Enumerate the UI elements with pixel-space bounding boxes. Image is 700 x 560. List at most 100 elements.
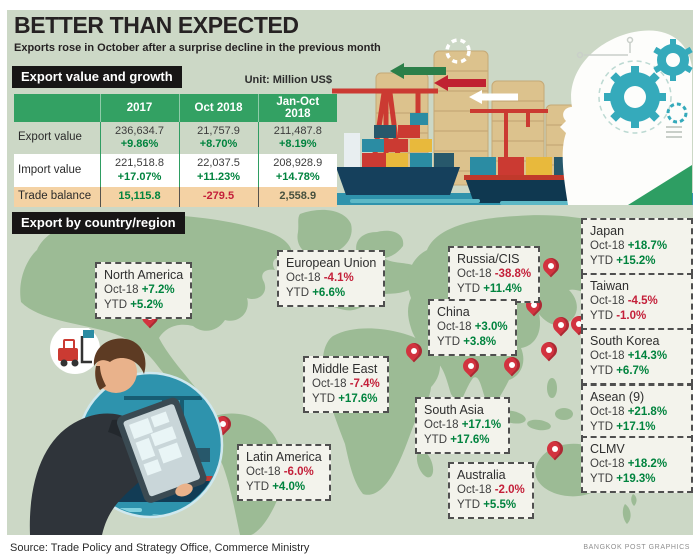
- ytd-value: +17.6%: [450, 434, 490, 447]
- region-name: Russia/CIS: [457, 252, 520, 266]
- region-name: Asean (9): [590, 390, 645, 404]
- dashed-orbit: [598, 60, 672, 134]
- oct-value: +3.0%: [474, 321, 508, 334]
- export-table: 2017 Oct 2018 Jan-Oct 2018 Export value …: [14, 94, 337, 207]
- page-title: BETTER THAN EXPECTED: [14, 12, 299, 38]
- page-subtitle: Exports rose in October after a surprise…: [14, 42, 381, 54]
- island-newguinea: [555, 408, 573, 420]
- credit-text: BANGKOK POST GRAPHICS: [583, 544, 690, 551]
- ytd-value: +6.6%: [312, 287, 346, 300]
- oct-value: -4.1%: [323, 272, 354, 285]
- oct-value: -4.5%: [627, 295, 658, 308]
- table-row-import-value: Import value 221,518.8 +17.07% 22,037.5 +1…: [14, 154, 337, 187]
- oct-label: Oct-18: [437, 321, 472, 334]
- circuit-lines: [576, 36, 682, 138]
- cell-growth: +11.23%: [196, 170, 241, 183]
- region-callout-australia: Australia Oct-18 -2.0% YTD +5.5%: [448, 462, 534, 520]
- region-name: Middle East: [312, 362, 378, 376]
- arrow-left-white-icon: [469, 90, 518, 104]
- region-name: South Asia: [424, 403, 484, 417]
- cargo-ship-left-icon: [336, 125, 460, 195]
- oct-label: Oct-18: [590, 458, 625, 471]
- ytd-value: +5.2%: [130, 299, 164, 312]
- region-name: Australia: [457, 468, 506, 482]
- region-callout-china: China Oct-18 +3.0% YTD +3.8%: [428, 299, 517, 357]
- col-header-jan-oct-2018: Jan-Oct 2018: [257, 94, 337, 122]
- oct-value: -2.0%: [494, 484, 525, 497]
- region-name: Taiwan: [590, 279, 629, 293]
- ytd-value: +5.5%: [483, 499, 517, 512]
- arrow-left-red-icon: [434, 75, 486, 91]
- island-java: [527, 419, 551, 431]
- ytd-value: +11.4%: [483, 283, 522, 296]
- ytd-value: +6.7%: [616, 365, 650, 378]
- ytd-label: YTD: [590, 421, 613, 434]
- continent-greenland: [297, 209, 352, 257]
- head-silhouette-icon: [560, 30, 693, 205]
- gear-icon-small: [653, 39, 693, 81]
- region-callout-north-america: North America Oct-18 +7.2% YTD +5.2%: [95, 262, 193, 320]
- region-callout-middle-east: Middle East Oct-18 -7.4% YTD +17.6%: [303, 356, 389, 414]
- oct-value: -6.0%: [283, 466, 314, 479]
- island-madagascar: [416, 450, 434, 478]
- unit-label: Unit: Million US$: [244, 74, 332, 86]
- ytd-label: YTD: [312, 393, 335, 406]
- oct-label: Oct-18: [590, 295, 625, 308]
- hand: [175, 483, 193, 497]
- ytd-value: +17.6%: [338, 393, 378, 406]
- ytd-label: YTD: [590, 310, 613, 323]
- ytd-label: YTD: [437, 336, 460, 349]
- businessman-illustration: [29, 328, 224, 535]
- oct-value: +18.7%: [627, 240, 668, 253]
- gear-icon-large: [604, 66, 666, 128]
- oct-value: +14.3%: [627, 350, 668, 363]
- crane-container: [410, 113, 428, 125]
- gear-outline-white-icon: [445, 38, 471, 64]
- table-row-trade-balance: Trade balance 15,115.8 -279.5 2,558.9: [14, 186, 337, 207]
- region-name: South Korea: [590, 334, 660, 348]
- region-name: European Union: [286, 256, 377, 270]
- ytd-label: YTD: [286, 287, 309, 300]
- header: BETTER THAN EXPECTED Exports rose in Oct…: [14, 12, 381, 54]
- cell-value: 21,757.9: [197, 125, 240, 137]
- forklift-icon: [58, 330, 94, 367]
- row-label: Trade balance: [18, 189, 92, 202]
- ytd-value: +19.3%: [616, 473, 656, 486]
- region-callout-south-korea: South Korea Oct-18 +14.3% YTD +6.7%: [581, 328, 693, 386]
- oct-label: Oct-18: [590, 350, 625, 363]
- sideburn: [95, 366, 106, 390]
- arrow-left-green-icon: [390, 63, 446, 79]
- oct-label: Oct-18: [457, 484, 492, 497]
- row-label: Import value: [18, 163, 82, 176]
- cell-growth: +14.78%: [275, 170, 320, 183]
- cell-growth: +8.70%: [199, 138, 238, 151]
- ytd-value: +15.2%: [616, 255, 656, 268]
- oct-value: +7.2%: [141, 284, 175, 297]
- ytd-value: -1.0%: [616, 310, 647, 323]
- infographic-canvas: BETTER THAN EXPECTED Exports rose in Oct…: [7, 10, 693, 535]
- ytd-value: +4.0%: [272, 481, 306, 494]
- region-callout-asean: Asean (9) Oct-18 +21.8% YTD +17.1%: [581, 384, 693, 442]
- ytd-label: YTD: [590, 365, 613, 378]
- section-label-map: Export by country/region: [12, 212, 185, 234]
- region-callout-taiwan: Taiwan Oct-18 -4.5% YTD -1.0%: [581, 273, 693, 331]
- cell-value: 221,518.8: [115, 157, 164, 170]
- region-name: North America: [104, 268, 184, 282]
- region-callout-south-asia: South Asia Oct-18 +17.1% YTD +17.6%: [415, 397, 511, 455]
- ytd-label: YTD: [590, 255, 613, 268]
- table-row-export-value: Export value 236,634.7 +9.86% 21,757.9 +8.…: [14, 122, 337, 155]
- oct-label: Oct-18: [424, 419, 459, 432]
- island-philippines: [547, 378, 557, 398]
- ytd-value: +3.8%: [463, 336, 497, 349]
- ytd-label: YTD: [457, 283, 480, 296]
- row-label: Export value: [18, 131, 82, 144]
- region-name: Japan: [590, 224, 625, 238]
- island-new-zealand: [622, 504, 631, 524]
- ytd-label: YTD: [104, 299, 127, 312]
- ytd-label: YTD: [590, 473, 613, 486]
- cell-value: 22,037.5: [197, 157, 240, 170]
- cell-value: -279.5: [202, 190, 235, 203]
- region-name: Latin America: [246, 450, 322, 464]
- region-callout-russia-cis: Russia/CIS Oct-18 -38.8% YTD +11.4%: [448, 246, 541, 304]
